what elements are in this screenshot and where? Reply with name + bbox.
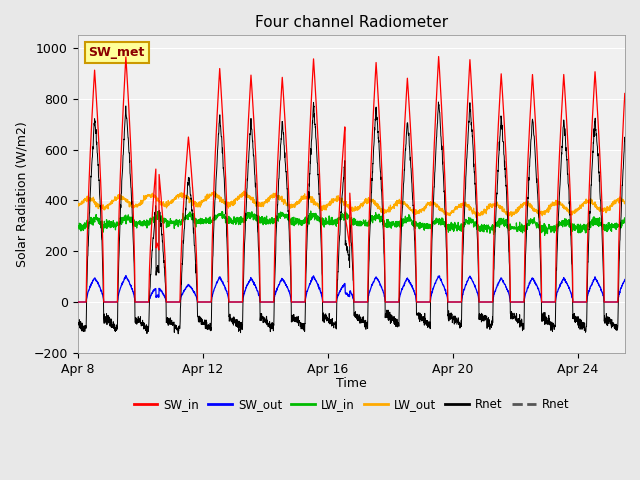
- SW_in: [275, 141, 282, 147]
- LW_in: [621, 220, 628, 226]
- LW_out: [556, 202, 564, 208]
- LW_out: [460, 201, 468, 207]
- LW_out: [621, 199, 628, 204]
- LW_in: [460, 224, 468, 230]
- LW_in: [556, 222, 564, 228]
- Rnet: [74, 323, 81, 329]
- LW_in: [365, 223, 372, 229]
- X-axis label: Time: Time: [336, 377, 367, 390]
- Rnet: [621, 138, 628, 144]
- Text: SW_met: SW_met: [88, 46, 145, 59]
- Line: LW_in: LW_in: [77, 211, 625, 235]
- LW_out: [74, 202, 81, 208]
- Line: SW_out: SW_out: [77, 276, 625, 302]
- SW_in: [556, 139, 564, 144]
- Rnet: [556, 176, 564, 181]
- Line: LW_out: LW_out: [77, 191, 625, 217]
- Rnet: [435, 99, 442, 105]
- LW_out: [472, 215, 480, 220]
- SW_in: [621, 91, 628, 96]
- LW_out: [240, 188, 248, 194]
- Line: SW_in: SW_in: [77, 57, 625, 302]
- SW_out: [74, 299, 81, 305]
- SW_in: [365, 243, 372, 249]
- SW_out: [460, 287, 468, 293]
- SW_out: [621, 276, 628, 282]
- Y-axis label: Solar Radiation (W/m2): Solar Radiation (W/m2): [15, 121, 28, 267]
- Rnet: [560, 122, 568, 128]
- Title: Four channel Radiometer: Four channel Radiometer: [255, 15, 448, 30]
- Rnet: [365, 268, 372, 274]
- SW_out: [365, 293, 372, 299]
- SW_in: [152, 245, 160, 251]
- Rnet: [152, 272, 160, 278]
- LW_out: [152, 194, 160, 200]
- LW_in: [74, 227, 81, 232]
- SW_out: [559, 276, 567, 282]
- LW_in: [275, 211, 282, 216]
- SW_out: [152, 293, 160, 299]
- Rnet: [275, 176, 283, 181]
- SW_in: [435, 54, 442, 60]
- LW_in: [152, 215, 160, 221]
- Line: Rnet: Rnet: [77, 102, 625, 334]
- LW_in: [307, 208, 314, 214]
- SW_out: [556, 282, 564, 288]
- LW_out: [365, 197, 372, 203]
- Legend: SW_in, SW_out, LW_in, LW_out, Rnet, Rnet: SW_in, SW_out, LW_in, LW_out, Rnet, Rnet: [129, 394, 574, 416]
- LW_in: [560, 221, 568, 227]
- SW_out: [275, 282, 283, 288]
- Rnet: [460, 216, 468, 221]
- Rnet: [174, 331, 182, 336]
- SW_in: [559, 79, 567, 84]
- SW_out: [122, 273, 130, 278]
- LW_out: [275, 194, 283, 200]
- LW_in: [541, 232, 548, 238]
- SW_in: [460, 182, 468, 188]
- SW_in: [74, 299, 81, 305]
- LW_out: [560, 202, 568, 208]
